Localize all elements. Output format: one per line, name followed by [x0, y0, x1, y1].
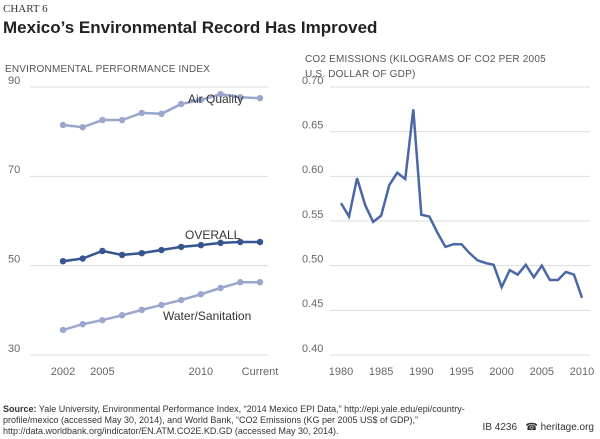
x-tick-label: 2002 — [51, 366, 75, 378]
y-tick-label: 0.70 — [302, 75, 323, 87]
source-label: Source: — [3, 404, 37, 414]
x-tick-label: 2005 — [90, 366, 114, 378]
panel-title: CO2 EMISSIONS (KILOGRAMS OF CO2 PER 2005… — [305, 54, 546, 80]
y-tick-label: 0.65 — [302, 120, 323, 132]
point — [256, 238, 264, 246]
y-tick-label: 70 — [8, 164, 20, 176]
bell-icon: ☎ — [525, 422, 538, 433]
point — [79, 320, 86, 328]
y-tick-label: 0.55 — [302, 209, 323, 221]
chart-title: Mexico’s Environmental Record Has Improv… — [3, 18, 378, 37]
x-tick-label: 2010 — [570, 366, 594, 378]
x-tick-label: 2010 — [189, 366, 213, 378]
y-tick-label: 90 — [8, 75, 20, 87]
y-tick-label: 0.40 — [302, 343, 323, 355]
series-line — [339, 109, 584, 299]
x-tick-label: Current — [242, 366, 279, 378]
point — [217, 90, 224, 98]
y-tick-label: 0.45 — [302, 298, 323, 310]
x-tick-label: 1990 — [409, 366, 433, 378]
point — [256, 278, 264, 286]
point — [138, 249, 145, 257]
point — [237, 238, 244, 246]
point — [118, 251, 126, 259]
point — [118, 312, 126, 319]
series-label: Water/Sanitation — [163, 309, 251, 323]
point — [79, 124, 86, 131]
point — [217, 284, 224, 292]
point — [138, 306, 145, 314]
point — [197, 241, 205, 249]
chart: 30 50 70 90 2002 2005 2010 Current Air Quality OV… — [8, 75, 594, 378]
point — [59, 121, 67, 129]
x-tick-label: 1985 — [369, 366, 393, 378]
point — [178, 100, 185, 108]
y-tick-label: 0.60 — [302, 164, 323, 176]
x-tick-label: 1980 — [329, 366, 353, 378]
site: heritage.org — [540, 422, 594, 433]
point — [138, 109, 145, 117]
footer: IB 4236 ☎ heritage.org — [483, 422, 594, 433]
y-tick-label: 0.50 — [302, 254, 323, 266]
point — [178, 296, 185, 304]
series-label: OVERALL — [185, 228, 241, 242]
brief-id: IB 4236 — [482, 422, 518, 433]
point — [99, 116, 106, 124]
x-tick-label: 2000 — [489, 366, 513, 378]
point — [59, 258, 67, 265]
point — [99, 247, 106, 255]
chart-label: CHART 6 — [3, 3, 48, 15]
point — [178, 243, 185, 251]
x-tick-label: 1995 — [449, 366, 473, 378]
point — [197, 96, 205, 104]
source-text: Yale University, Environmental Performan… — [3, 404, 465, 436]
point — [158, 301, 165, 309]
point — [158, 110, 165, 118]
x-tick-label: 2005 — [530, 366, 554, 378]
point — [256, 94, 264, 102]
point — [118, 116, 126, 124]
point — [99, 316, 106, 324]
point — [237, 94, 244, 101]
point — [197, 291, 205, 298]
y-tick-label: 50 — [8, 254, 20, 266]
point — [158, 246, 165, 254]
point — [59, 326, 67, 334]
point — [217, 239, 224, 247]
panel-title: ENVIRONMENTAL PERFORMANCE INDEX — [5, 64, 211, 75]
series-label: Air Quality — [188, 92, 243, 106]
point — [237, 278, 244, 286]
source: Source: Yale University, Environmental P… — [3, 404, 473, 437]
y-tick-label: 30 — [8, 343, 20, 355]
point — [79, 255, 86, 262]
